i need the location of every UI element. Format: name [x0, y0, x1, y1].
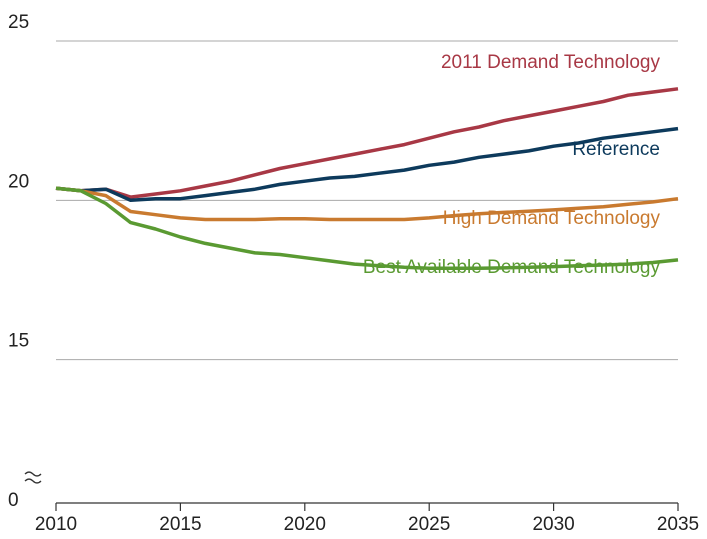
y-tick-label: 15: [8, 331, 29, 352]
x-tick-label: 2025: [408, 514, 450, 535]
x-tick-label: 2020: [284, 514, 326, 535]
series-label: High Demand Technology: [443, 208, 661, 229]
x-tick-label: 2030: [532, 514, 574, 535]
series-label: 2011 Demand Technology: [441, 52, 661, 73]
x-tick-label: 2010: [35, 514, 77, 535]
y-tick-label: 20: [8, 171, 29, 192]
series-line: [55, 186, 679, 222]
x-tick-label: 2015: [159, 514, 201, 535]
series-label: Best Available Demand Technology: [363, 257, 661, 278]
y-tick-label: 0: [8, 490, 19, 511]
series-line: [55, 126, 679, 203]
axis-break: [24, 471, 42, 484]
series-label: Reference: [572, 139, 660, 160]
y-tick-label: 25: [8, 12, 29, 33]
series-line: [55, 87, 679, 199]
series-line: [55, 186, 679, 270]
x-tick-label: 2035: [657, 514, 699, 535]
